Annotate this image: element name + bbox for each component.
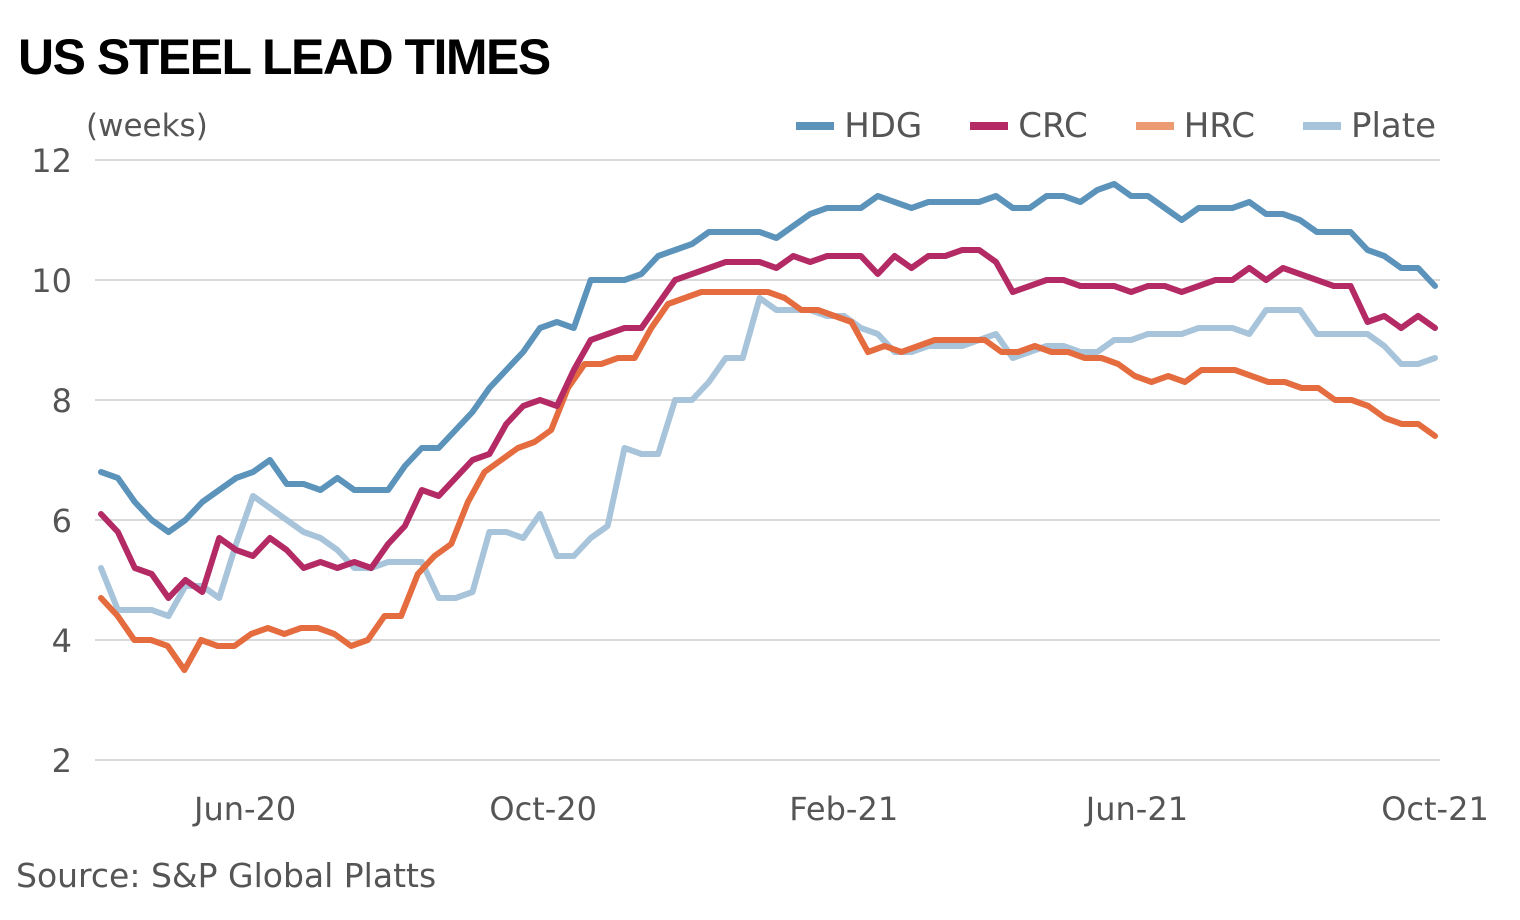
x-tick-label: Oct-20: [489, 790, 597, 828]
legend-swatch-plate: [1302, 122, 1341, 130]
y-tick-label: 4: [52, 622, 72, 660]
legend-label-plate: Plate: [1350, 106, 1436, 146]
x-axis-ticks: Jun-20 Oct-20 Feb-21 Jun-21 Oct-21: [192, 790, 1489, 828]
series-line-hrc: [98, 289, 1438, 673]
chart-legend: HDG CRC HRC Plate: [796, 106, 1436, 146]
y-tick-label: 10: [31, 262, 72, 300]
legend-item-crc: CRC: [970, 106, 1088, 146]
legend-swatch-hrc: [1135, 122, 1174, 130]
gridlines: [95, 159, 1440, 761]
legend-label-hrc: HRC: [1183, 106, 1255, 146]
y-axis-ticks: 2 4 6 8 10 12: [31, 142, 72, 780]
legend-label-hdg: HDG: [844, 106, 923, 146]
series-line-crc: [98, 247, 1438, 601]
y-tick-label: 6: [52, 502, 72, 540]
series-line-plate: [98, 295, 1438, 619]
legend-item-plate: Plate: [1302, 106, 1436, 146]
source-note: Source: S&P Global Platts: [16, 856, 437, 895]
series-line-hdg: [98, 181, 1438, 535]
legend-label-crc: CRC: [1018, 106, 1088, 146]
legend-swatch-hdg: [796, 122, 835, 130]
chart-title: US STEEL LEAD TIMES: [18, 29, 551, 85]
x-tick-label: Oct-21: [1381, 790, 1489, 828]
legend-swatch-crc: [970, 122, 1009, 130]
y-tick-label: 8: [52, 382, 72, 420]
x-tick-label: Jun-21: [1084, 790, 1188, 828]
y-axis-unit-label: (weeks): [86, 108, 208, 144]
series-lines: [98, 181, 1438, 673]
y-tick-label: 2: [52, 742, 72, 780]
x-tick-label: Jun-20: [192, 790, 296, 828]
legend-item-hdg: HDG: [796, 106, 922, 146]
legend-item-hrc: HRC: [1135, 106, 1255, 146]
x-tick-label: Feb-21: [789, 790, 898, 828]
y-tick-label: 12: [31, 142, 72, 180]
